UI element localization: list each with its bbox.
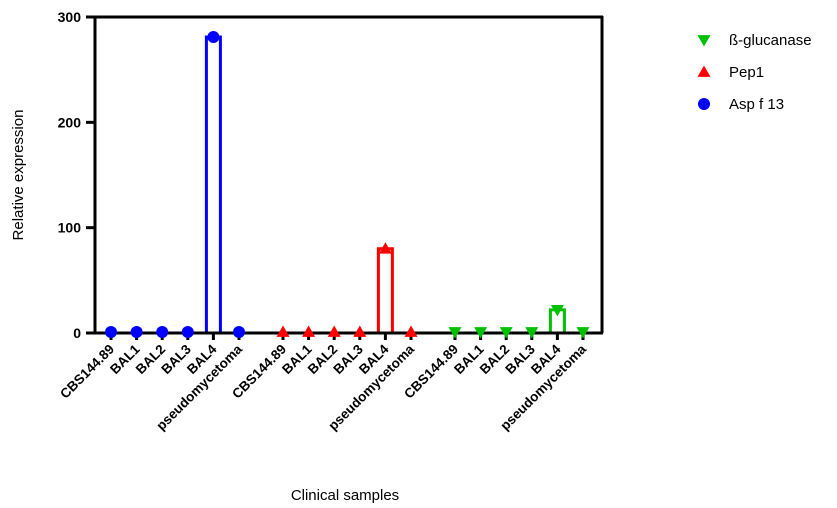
data-point (327, 325, 341, 337)
y-tick-label: 300 (58, 9, 82, 25)
data-point (697, 65, 711, 77)
markers-layer (105, 31, 590, 339)
data-point (378, 242, 392, 254)
data-point (550, 304, 564, 317)
data-point (404, 325, 418, 337)
y-ticks: 0 100 200 300 (58, 9, 95, 341)
data-point (698, 98, 710, 110)
data-point (156, 325, 169, 338)
data-point (499, 327, 513, 339)
y-tick-label: 200 (58, 114, 82, 130)
data-point (474, 327, 488, 339)
axes-layer (93, 15, 604, 335)
data-point (105, 325, 117, 338)
x-tick-label: CBS144.89 (57, 342, 117, 402)
bar (204, 35, 222, 335)
data-point (448, 327, 462, 339)
data-point (302, 325, 316, 337)
data-point (130, 325, 143, 338)
y-tick-label: 100 (58, 220, 82, 236)
legend-label: ß-glucanase (729, 32, 812, 49)
data-point (276, 325, 290, 337)
y-axis-title: Relative expression (10, 110, 27, 241)
data-point (233, 325, 245, 338)
data-point (207, 31, 220, 44)
data-point (697, 35, 711, 47)
legend-label: Pep1 (729, 64, 764, 81)
data-point (353, 325, 367, 337)
legend: ß-glucanase Pep1 Asp f 13 (697, 32, 812, 113)
x-axis-title: Clinical samples (291, 487, 399, 504)
legend-label: Asp f 13 (729, 96, 784, 113)
data-point (525, 327, 539, 339)
data-point (181, 325, 194, 338)
y-tick-label: 0 (73, 325, 81, 341)
x-ticks: CBS144.89BAL1BAL2BAL3BAL4pseudomycetomaC… (57, 333, 589, 433)
bar (376, 247, 394, 335)
bars-layer (204, 35, 566, 335)
data-point (576, 327, 590, 339)
